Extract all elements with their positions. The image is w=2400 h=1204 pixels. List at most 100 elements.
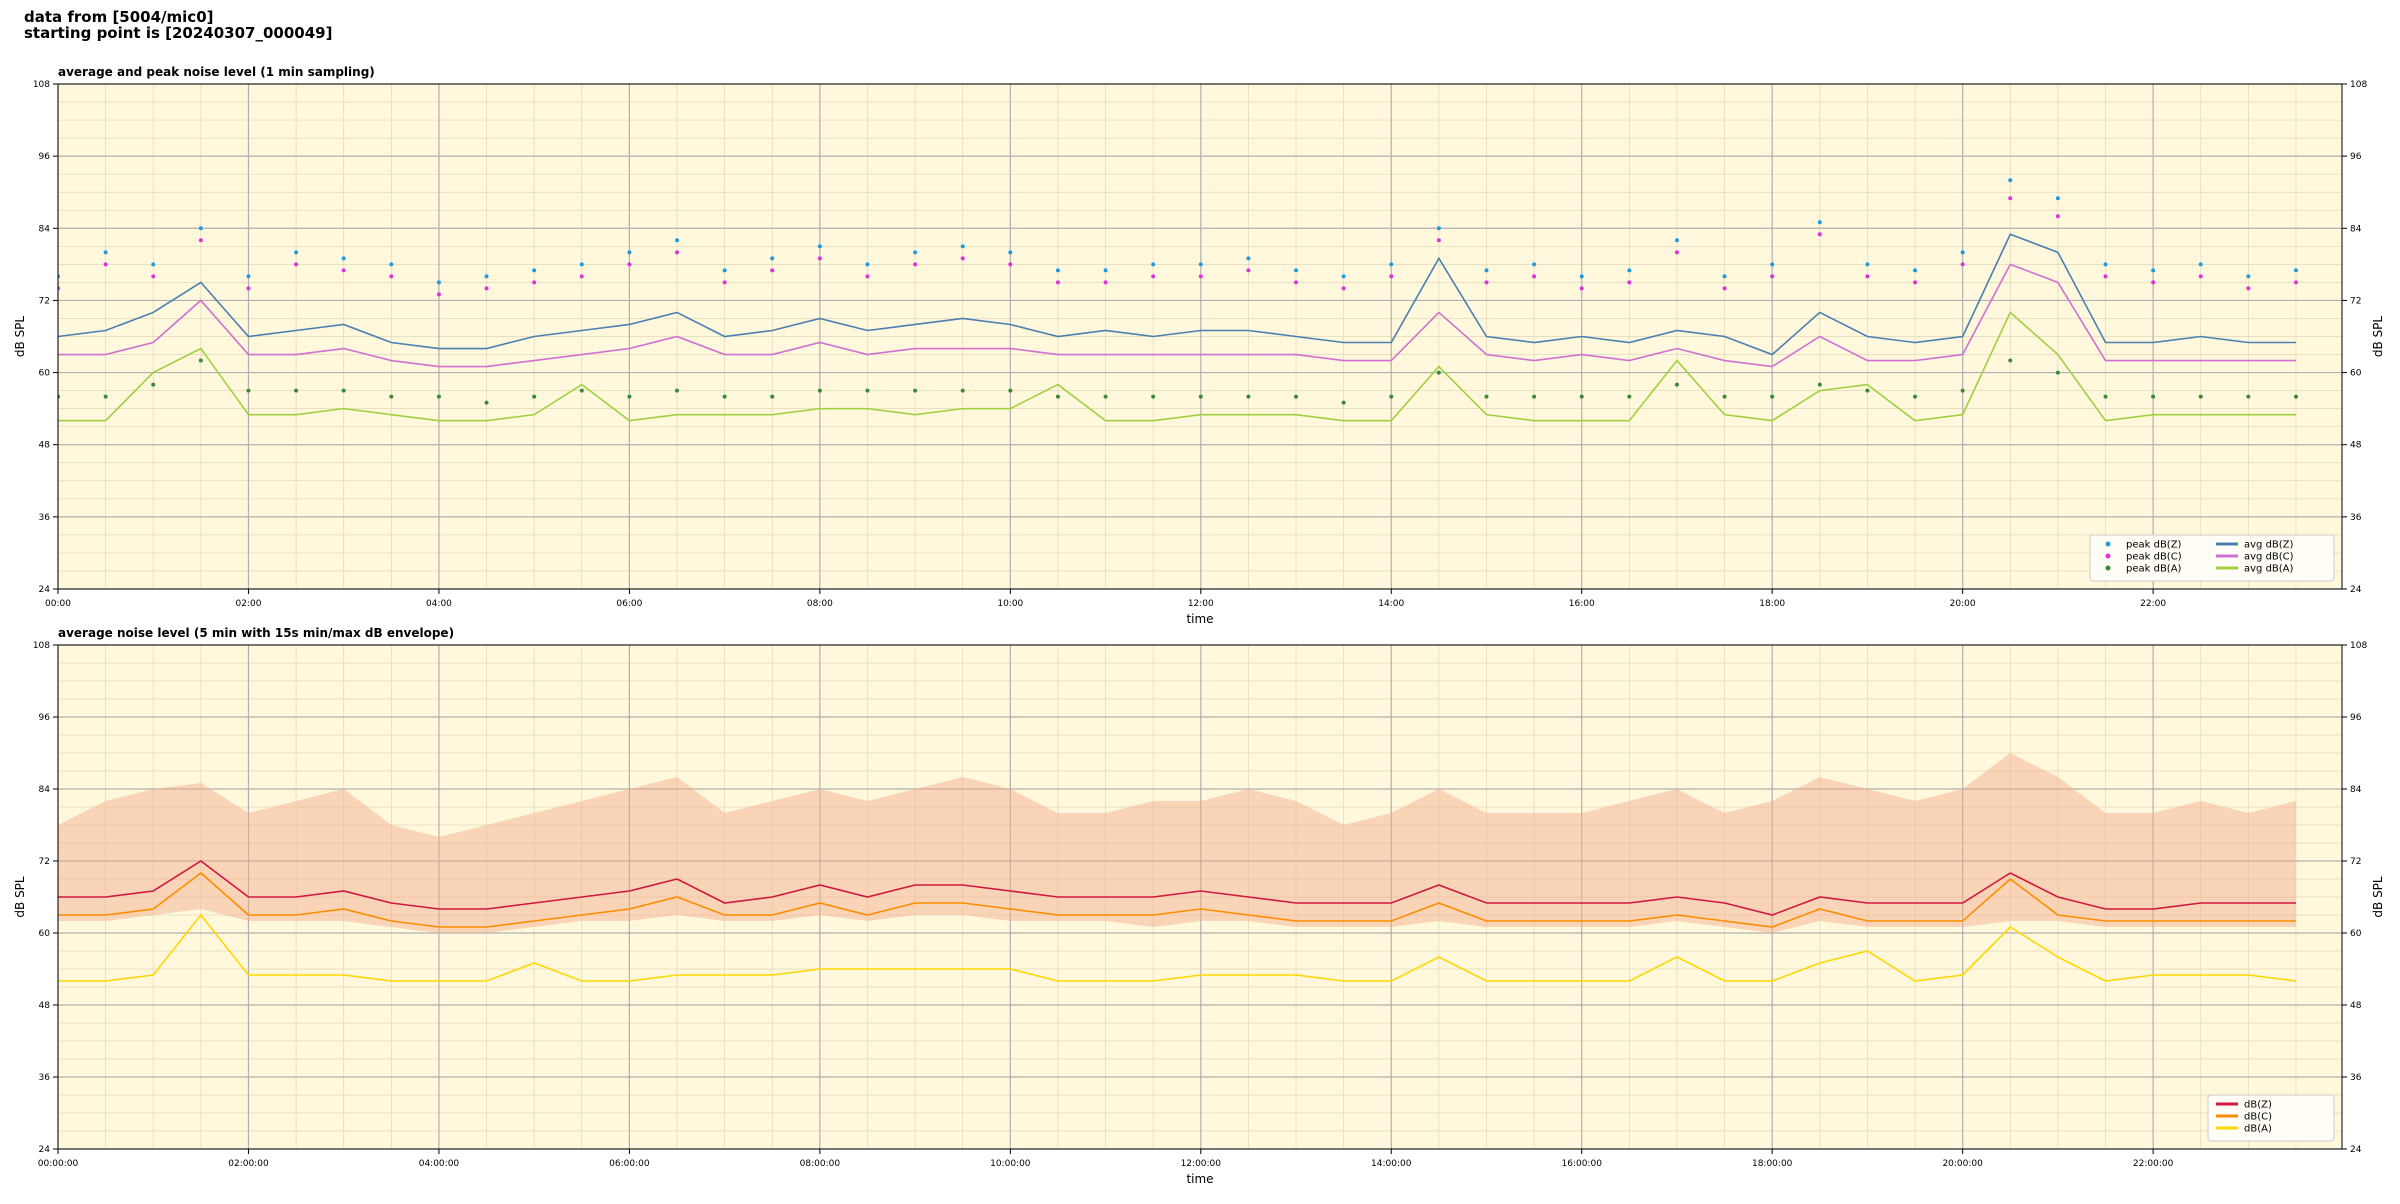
x-tick-label: 08:00:00 [800,1159,841,1169]
peak-dot [1151,262,1156,267]
peak-dot [1674,382,1679,387]
y-tick-label: 24 [39,585,51,595]
legend-label: peak dB(Z) [2126,540,2182,551]
peak-dot [865,274,870,279]
y2-tick-label: 72 [2350,296,2361,306]
peak-dot [1770,262,1775,267]
header-line: starting point is [20240307_000049] [24,24,332,42]
peak-dot [1294,268,1299,273]
x-tick-label: 02:00 [235,599,261,609]
peak-dot [341,388,346,393]
peak-dot [1294,280,1299,285]
legend-label: avg dB(A) [2244,564,2294,575]
peak-dot [1484,280,1489,285]
peak-dot [1627,280,1632,285]
y2-tick-label: 96 [2350,713,2362,723]
peak-dot [1198,274,1203,279]
peak-dot [151,382,156,387]
y-tick-label: 84 [39,785,51,795]
peak-dot [1674,238,1679,243]
x-tick-label: 14:00 [1378,599,1404,609]
peak-dot [1627,394,1632,399]
peak-dot [1770,274,1775,279]
peak-dot [1960,250,1965,255]
peak-dot [2008,196,2013,201]
peak-dot [1722,394,1727,399]
x-tick-label: 14:00:00 [1371,1159,1412,1169]
x-tick-label: 06:00 [616,599,642,609]
plot-frame [57,83,2343,590]
peak-dot [1674,250,1679,255]
peak-dot [627,250,632,255]
peak-dot [1341,400,1346,405]
peak-dot [1770,394,1775,399]
legend-box [2207,1094,2335,1142]
y-tick-label: 36 [39,1073,51,1083]
peak-dot [246,286,251,291]
peak-dot [294,250,299,255]
peak-dot [1389,262,1394,267]
x-tick-label: 10:00 [997,599,1023,609]
peak-dot [1055,394,1060,399]
peak-dot [2008,358,2013,363]
series-line [58,871,2296,928]
series-group [58,860,2297,982]
peak-dot [389,394,394,399]
x-tick-label: 12:00 [1188,599,1214,609]
peak-dot [913,262,918,267]
peak-dot [198,358,203,363]
x-tick-label: 08:00 [807,599,833,609]
peak-dot [675,250,680,255]
y2-tick-label: 96 [2350,152,2362,162]
legend-marker [2105,565,2111,571]
peak-dot [294,262,299,267]
peak-dot [2198,394,2203,399]
series-line [58,263,2296,368]
y-tick-label: 60 [39,929,51,939]
peak-dot [246,388,251,393]
peak-dot [484,274,489,279]
peak-dot [151,262,156,267]
y-tick-label: 84 [39,224,51,234]
peak-dot [1341,286,1346,291]
peak-dot [484,286,489,291]
y2-tick-label: 60 [2350,369,2362,379]
series-group [58,178,2298,422]
peak-dot [579,262,584,267]
peak-dot [1913,268,1918,273]
peak-dot [2246,274,2251,279]
peak-dot [1865,388,1870,393]
peak-dot [1913,280,1918,285]
peak-dot [1627,268,1632,273]
peak-dot [579,274,584,279]
x-tick-label: 06:00:00 [609,1159,650,1169]
peak-dot [1913,394,1918,399]
chart-title: average and peak noise level (1 min samp… [58,65,375,79]
peak-dot [1436,226,1441,231]
peak-dot [2293,394,2298,399]
y-tick-label: 36 [39,513,51,523]
legend-label: avg dB(C) [2244,552,2294,563]
legend-label: peak dB(A) [2126,564,2182,575]
peak-dot [2055,196,2060,201]
peak-dot [436,292,441,297]
peak-dot [1484,394,1489,399]
peak-dot [2293,280,2298,285]
peak-dot [770,256,775,261]
peak-dot [1294,394,1299,399]
envelope [58,753,2296,933]
legend-marker [2105,541,2111,547]
peak-dot [722,268,727,273]
peak-dot [1436,370,1441,375]
peak-dot [1817,220,1822,225]
y-axis-label: dB SPL [13,876,27,918]
peak-dot [1722,274,1727,279]
peak-dot [627,394,632,399]
y-tick-label: 96 [39,152,51,162]
peak-dot [865,262,870,267]
peak-dot [341,268,346,273]
peak-dot [2055,214,2060,219]
peak-dot [675,388,680,393]
peak-dot [1008,262,1013,267]
y2-tick-label: 24 [2350,1145,2362,1155]
